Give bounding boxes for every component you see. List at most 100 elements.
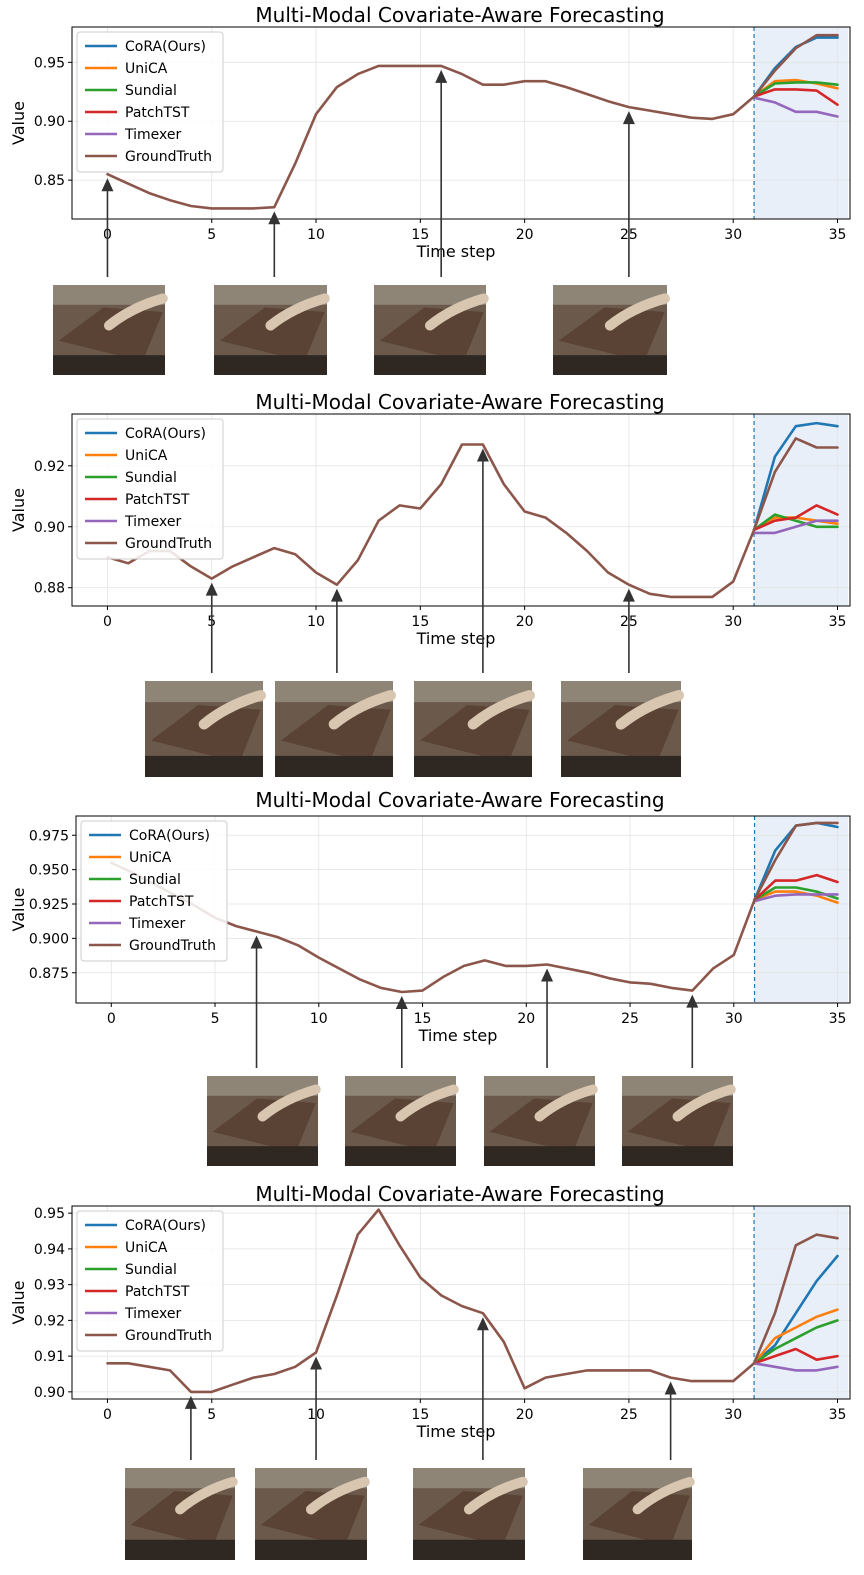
thumbnail-table-legs: [583, 1539, 692, 1560]
thumbnail-backdrop: [413, 1468, 525, 1489]
x-tick-label: 25: [620, 1407, 638, 1423]
series-line-sundial: [752, 513, 839, 532]
y-axis-label: Value: [9, 1281, 28, 1325]
thumbnail-table: [379, 307, 484, 362]
series-line-coraours: [752, 1254, 839, 1365]
thumbnail-robot-arm: [395, 1084, 459, 1122]
robot-frame-thumbnail: [255, 1468, 370, 1560]
thumbnail-backdrop: [345, 1076, 456, 1096]
y-tick-label: 0.93: [34, 1278, 65, 1294]
chart-panel-4: Multi-Modal Covariate-Aware Forecasting 0…: [9, 1182, 851, 1560]
x-tick-label: 30: [724, 227, 742, 243]
robot-frame-thumbnail: [374, 285, 489, 375]
series-line-groundtruth: [110, 821, 839, 994]
thumbnail-table-legs: [345, 1146, 456, 1166]
thumbnail-backdrop: [125, 1468, 235, 1489]
annotation-arrow-head: [435, 69, 448, 83]
chart-title: Multi-Modal Covariate-Aware Forecasting: [255, 3, 664, 27]
y-tick-label: 0.95: [34, 55, 65, 71]
x-tick-label: 30: [725, 1011, 743, 1027]
x-axis-label: Time step: [416, 629, 496, 648]
thumbnail-table: [130, 1491, 233, 1547]
legend-label: Timexer: [124, 1306, 181, 1322]
x-tick-label: 25: [621, 1011, 639, 1027]
chart-title: Multi-Modal Covariate-Aware Forecasting: [255, 390, 664, 414]
robot-frame-thumbnail: [561, 681, 684, 777]
series-line-unica: [753, 890, 839, 904]
thumbnail-robot-arm: [305, 1476, 370, 1515]
annotation-arrow-head: [330, 588, 343, 602]
robot-frame-thumbnail: [414, 681, 535, 777]
thumbnail-table-legs: [125, 1539, 235, 1560]
series-line-groundtruth: [106, 1208, 839, 1394]
x-tick-label: 35: [829, 1407, 847, 1423]
plot-frame: [71, 413, 851, 607]
thumbnail-backdrop: [214, 285, 327, 305]
series-line-sundial: [752, 1319, 839, 1365]
y-tick-label: 0.92: [34, 459, 65, 475]
thumbnail-table-legs: [207, 1146, 318, 1166]
y-tick-label: 0.90: [34, 114, 65, 130]
legend-label: Sundial: [129, 872, 181, 888]
thumbnail-table-legs: [275, 755, 393, 777]
x-axis-label: Time step: [418, 1026, 498, 1045]
legend-label: CoRA(Ours): [125, 1218, 206, 1234]
thumbnail-table-legs: [622, 1146, 733, 1166]
chart-panel-1: Multi-Modal Covariate-Aware Forecasting 0…: [9, 3, 851, 375]
series-line-patchtst: [753, 873, 839, 902]
thumbnail-table: [588, 1491, 690, 1547]
thumbnail-table: [219, 307, 325, 362]
thumbnail-table: [419, 705, 530, 763]
series-line-timexer: [752, 1362, 839, 1372]
y-tick-label: 0.90: [34, 1385, 65, 1401]
plot-frame: [75, 815, 851, 1004]
y-axis-label: Value: [9, 888, 28, 932]
thumbnail-table-legs: [255, 1539, 367, 1560]
robot-frame-thumbnail: [214, 285, 330, 375]
legend-label: UniCA: [125, 1240, 168, 1256]
annotation-arrow-head: [664, 1381, 677, 1395]
robot-frame-thumbnail: [413, 1468, 528, 1560]
thumbnail-robot-arm: [175, 1476, 238, 1515]
thumbnail-backdrop: [484, 1076, 595, 1096]
thumbnail-robot-arm: [103, 293, 168, 331]
legend-label: UniCA: [129, 850, 172, 866]
thumbnail-table: [260, 1491, 365, 1547]
legend-label: CoRA(Ours): [125, 426, 206, 442]
x-tick-label: 0: [107, 1011, 116, 1027]
y-tick-label: 0.950: [29, 863, 69, 879]
thumbnail-robot-arm: [534, 1084, 598, 1122]
y-tick-label: 0.875: [29, 966, 69, 982]
legend-label: PatchTST: [129, 894, 194, 910]
legend-label: UniCA: [125, 61, 168, 77]
thumbnail-table: [280, 705, 391, 763]
thumbnail-robot-arm: [463, 1476, 528, 1515]
annotation-arrow-head: [184, 1395, 197, 1409]
series-line-sundial: [752, 81, 839, 98]
legend-label: Sundial: [125, 470, 177, 486]
annotation-arrow-head: [622, 588, 635, 602]
thumbnail-table: [558, 307, 665, 362]
x-tick-label: 0: [103, 1407, 112, 1423]
y-tick-label: 0.90: [34, 520, 65, 536]
legend-label: Sundial: [125, 83, 177, 99]
thumbnail-backdrop: [275, 681, 393, 703]
thumbnail-robot-arm: [615, 690, 684, 730]
series-line-groundtruth: [106, 437, 839, 599]
thumbnail-table: [567, 705, 679, 763]
annotation-arrow-head: [395, 996, 408, 1009]
thumbnail-backdrop: [255, 1468, 367, 1489]
x-tick-label: 15: [414, 1011, 432, 1027]
forecast-region: [754, 414, 848, 606]
robot-frame-thumbnail: [484, 1076, 598, 1166]
y-tick-label: 0.94: [34, 1242, 65, 1258]
annotation-arrow-head: [476, 1317, 489, 1331]
thumbnail-table: [350, 1098, 454, 1153]
thumbnail-robot-arm: [467, 690, 535, 730]
annotation-arrow-head: [268, 211, 281, 225]
robot-frame-thumbnail: [553, 285, 670, 375]
thumbnail-table-legs: [484, 1146, 595, 1166]
legend-label: Timexer: [128, 916, 185, 932]
series-line-unica: [752, 78, 839, 98]
